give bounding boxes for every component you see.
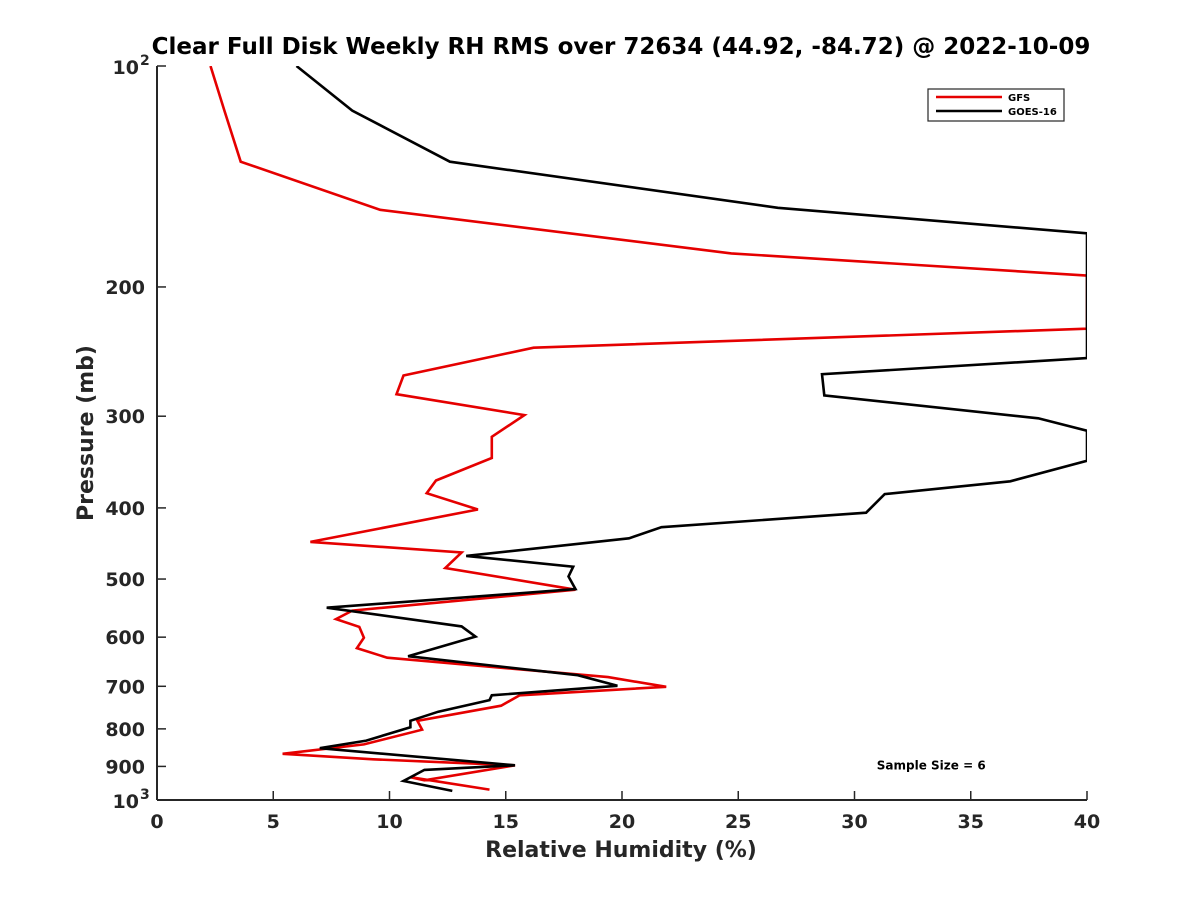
x-tick-label: 30 [841,811,867,833]
y-tick-label: 400 [105,498,145,520]
y-tick-label: 700 [105,676,145,698]
y-tick-label: 500 [105,569,145,591]
x-tick-label: 35 [958,811,984,833]
sample-size-annotation: Sample Size = 6 [877,759,986,773]
legend-label: GFS [1008,93,1030,104]
y-tick-label-exponent: 3 [140,787,150,803]
y-axis-label: Pressure (mb) [74,345,99,521]
x-tick-label: 10 [376,811,402,833]
plot-area [209,66,1087,793]
y-tick-label: 300 [105,406,145,428]
y-tick-label-exponent: 2 [140,53,150,69]
x-tick-label: 5 [267,811,280,833]
legend-label: GOES-16 [1008,107,1057,118]
x-tick-label: 25 [725,811,751,833]
x-axis-label: Relative Humidity (%) [485,838,757,863]
y-tick-label: 10 [113,57,139,79]
legend: GFS GOES-16 [927,88,1065,122]
series-line-goes-16 [295,66,1087,793]
y-tick-label: 900 [105,756,145,778]
y-tick-label: 200 [105,277,145,299]
annotations: Sample Size = 6 [877,759,986,773]
y-tick-label: 600 [105,627,145,649]
y-tick-label: 800 [105,719,145,741]
y-tick-label: 10 [113,791,139,813]
x-axis-ticks: 0 5 10 15 20 25 30 35 40 [150,791,1100,833]
x-tick-label: 40 [1074,811,1100,833]
chart-title: Clear Full Disk Weekly RH RMS over 72634… [152,34,1091,60]
legend-box [927,88,1065,122]
x-tick-label: 15 [493,811,519,833]
x-tick-label: 0 [150,811,163,833]
x-tick-label: 20 [609,811,635,833]
